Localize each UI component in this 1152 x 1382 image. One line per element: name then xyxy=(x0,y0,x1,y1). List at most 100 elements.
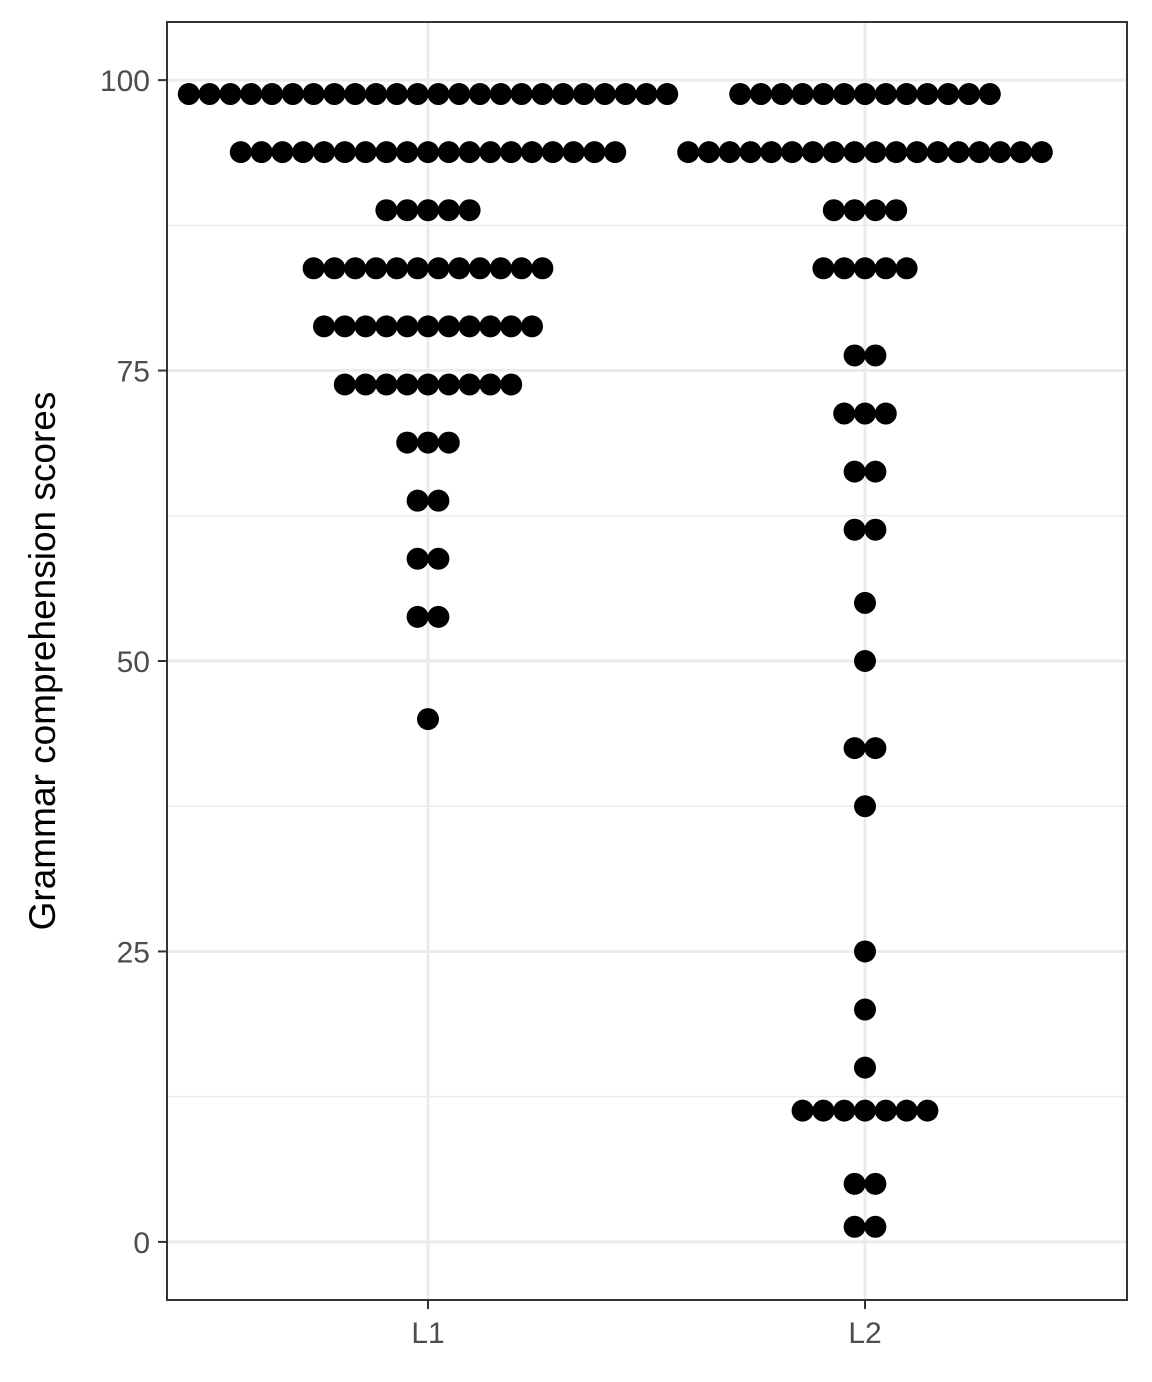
data-dot xyxy=(864,460,887,483)
data-dot xyxy=(874,402,897,425)
data-dot xyxy=(521,141,543,164)
data-dot xyxy=(510,83,533,106)
dots xyxy=(177,83,1053,1238)
data-dot xyxy=(302,83,325,106)
data-dot xyxy=(854,1056,876,1079)
data-dot xyxy=(677,141,700,164)
data-dot xyxy=(854,795,876,818)
data-dot xyxy=(417,199,439,222)
data-dot xyxy=(375,373,398,396)
data-dot xyxy=(937,83,960,106)
data-dot xyxy=(448,83,471,106)
data-dot xyxy=(822,141,845,164)
data-dot xyxy=(479,141,502,164)
data-dot xyxy=(500,141,523,164)
data-dot xyxy=(739,141,762,164)
data-dot xyxy=(854,83,876,106)
data-dot xyxy=(458,315,481,338)
data-dot xyxy=(874,83,897,106)
data-dot xyxy=(635,83,658,106)
data-dot xyxy=(989,141,1012,164)
data-dot xyxy=(843,1215,866,1238)
data-dot xyxy=(427,257,450,280)
data-dot xyxy=(479,373,502,396)
x-axis: L1 L2 xyxy=(411,1300,882,1350)
data-dot xyxy=(354,315,377,338)
data-dot xyxy=(874,1099,897,1122)
data-dot xyxy=(885,141,908,164)
data-dot xyxy=(562,141,585,164)
data-dot xyxy=(958,83,980,106)
data-dot xyxy=(864,737,887,760)
data-dot xyxy=(396,141,419,164)
data-dot xyxy=(614,83,637,106)
data-dot xyxy=(396,431,419,454)
data-dot xyxy=(500,315,523,338)
data-dot xyxy=(417,708,439,731)
data-dot xyxy=(417,315,439,338)
data-dot xyxy=(531,257,554,280)
data-dot xyxy=(427,547,450,570)
x-tick-label: L1 xyxy=(411,1317,444,1350)
data-dot xyxy=(406,605,429,628)
data-dot xyxy=(916,83,939,106)
data-dot xyxy=(406,257,429,280)
data-dot xyxy=(718,141,741,164)
data-dot xyxy=(292,141,315,164)
data-dot xyxy=(385,257,408,280)
data-dot xyxy=(864,141,887,164)
data-dot xyxy=(833,83,856,106)
data-dot xyxy=(198,83,221,106)
data-dot xyxy=(812,83,835,106)
data-dot xyxy=(573,83,595,106)
data-dot xyxy=(843,737,866,760)
data-dot xyxy=(427,489,450,512)
data-dot xyxy=(469,83,491,106)
data-dot xyxy=(250,141,273,164)
data-dot xyxy=(427,605,450,628)
data-dot xyxy=(531,83,554,106)
y-axis-title: Grammar comprehension scores xyxy=(22,392,63,931)
data-dot xyxy=(791,1099,814,1122)
data-dot xyxy=(854,998,876,1021)
data-dot xyxy=(333,373,356,396)
data-dot xyxy=(521,315,543,338)
data-dot xyxy=(365,83,387,106)
data-dot xyxy=(916,1099,939,1122)
data-dot xyxy=(864,1172,887,1195)
data-dot xyxy=(302,257,325,280)
data-dot xyxy=(968,141,991,164)
data-dot xyxy=(489,257,512,280)
data-dot xyxy=(354,141,377,164)
data-dot xyxy=(458,373,481,396)
data-dot xyxy=(1010,141,1032,164)
data-dot xyxy=(375,315,398,338)
data-dot xyxy=(375,199,398,222)
data-dot xyxy=(854,402,876,425)
data-dot xyxy=(229,141,252,164)
y-tick-label: 25 xyxy=(117,936,150,969)
data-dot xyxy=(396,373,419,396)
data-dot xyxy=(770,83,793,106)
data-dot xyxy=(406,489,429,512)
data-dot xyxy=(812,1099,835,1122)
data-dot xyxy=(802,141,824,164)
data-dot xyxy=(895,1099,918,1122)
y-tick-label: 75 xyxy=(117,356,150,389)
data-dot xyxy=(947,141,970,164)
data-dot xyxy=(874,257,897,280)
data-dot xyxy=(791,83,814,106)
data-dot xyxy=(854,257,876,280)
data-dot xyxy=(437,315,460,338)
data-dot xyxy=(427,83,450,106)
data-dot xyxy=(437,199,460,222)
data-dot xyxy=(177,83,200,106)
data-dot xyxy=(854,1099,876,1122)
data-dot xyxy=(781,141,804,164)
data-dot xyxy=(552,83,575,106)
data-dot xyxy=(1030,141,1053,164)
y-tick-label: 100 xyxy=(100,65,150,98)
data-dot xyxy=(323,83,346,106)
data-dot xyxy=(895,83,918,106)
data-dot xyxy=(261,83,283,106)
